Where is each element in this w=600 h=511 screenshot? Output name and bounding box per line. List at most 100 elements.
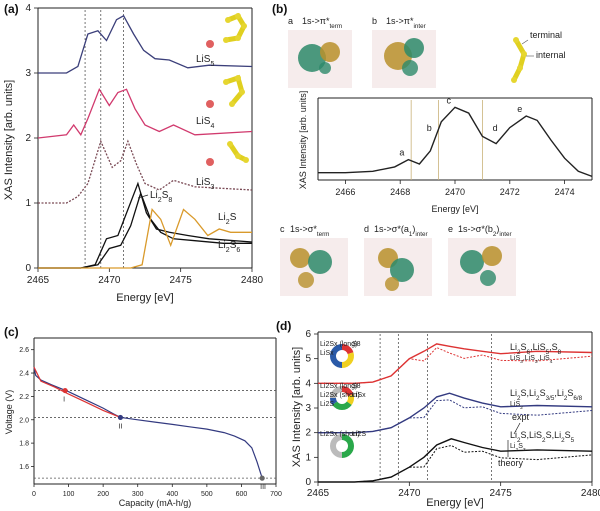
annotation-expt: expt [512, 412, 530, 422]
a-ytick-label: 1 [25, 198, 31, 209]
b-spectrum [318, 106, 593, 178]
a-series-LiS3 [38, 139, 253, 204]
d-donut-1-slice [332, 401, 352, 410]
b-peak-d: d [493, 123, 498, 133]
c-xtick-label: 300 [132, 491, 144, 498]
d-donut-1-label: LiSx [352, 392, 366, 399]
a-ytick-label: 3 [25, 68, 31, 79]
b-xtick-label: 2468 [390, 187, 410, 197]
c-ytick-label: 2.4 [19, 371, 29, 378]
d-ytick-label: 5 [305, 354, 311, 365]
orbital-image-d [364, 238, 432, 296]
d-donut-1-label: Li2S [320, 401, 334, 408]
orbital-image-c [280, 238, 348, 296]
d-donut-0-slice [342, 352, 355, 368]
c-xtick-label: 200 [97, 491, 109, 498]
a-ytick-label: 2 [25, 133, 31, 144]
d-ytick-label: 1 [305, 452, 311, 463]
d-donut-2-label: Li2S [352, 431, 366, 438]
d-xtick-label: 2470 [398, 488, 421, 499]
b-peak-a: a [399, 148, 404, 158]
b-peak-c: c [447, 95, 452, 105]
panel-a-y-label: XAS Intensity [arb. units] [3, 80, 15, 200]
orbital-image-a [288, 30, 352, 88]
a-ytick-label: 0 [25, 263, 31, 274]
d-legend-main-1: Li2S,Li2S3/5,Li2S6/8 [510, 388, 583, 402]
a-label-LiS5: LiS5 [196, 54, 214, 68]
d-donut-0-label: LiSx [320, 350, 334, 357]
c-marker-label-II: II [118, 423, 122, 430]
b-transition-d: 1s->σ*(a1)inter [374, 224, 428, 238]
c-ytick-label: 1.8 [19, 441, 29, 448]
panel-b-label: (b) [272, 2, 287, 16]
d-donut-0-label: Li2Sx (long) [320, 341, 357, 348]
panel-b-y-label: XAS Intensity [arb. units] [298, 91, 308, 190]
b-xtick-label: 2474 [555, 187, 575, 197]
b-xtick-label: 2472 [500, 187, 520, 197]
b-transition-letter-e: e [448, 224, 453, 234]
d-legend-main-2: Li2S,LiS2S,Li2S5 [510, 430, 575, 444]
d-legend-main-0: Li2S6,LiS5,S8 [510, 342, 562, 356]
c-marker-label-I: I [63, 397, 65, 404]
d-ytick-label: 0 [305, 477, 311, 488]
b-transition-letter-c: c [280, 224, 285, 234]
c-xtick-label: 100 [63, 491, 75, 498]
a-series-Li2S [38, 208, 252, 269]
d-legend-sub-0: LiS3,LiS3,LiS4 [510, 355, 553, 365]
c-voltage-curve-1 [33, 366, 121, 418]
a-li2s8-pointer [137, 194, 149, 199]
d-ytick-label: 3 [305, 403, 311, 414]
b-peak-b: b [427, 123, 432, 133]
panel-d-y-label: XAS Intensity [arb. units] [291, 347, 303, 467]
d-ytick-label: 4 [305, 378, 311, 389]
c-xtick-label: 400 [166, 491, 178, 498]
a-xtick-label: 2475 [170, 275, 193, 286]
b-transition-letter-d: d [364, 224, 369, 234]
d-donut-2-slice [330, 434, 342, 458]
c-xtick-label: 0 [32, 491, 36, 498]
a-series-LiS5 [38, 14, 253, 74]
a-label-LiS3: LiS3 [196, 177, 214, 191]
d-legend-sub-2: Li2S3 [510, 443, 526, 453]
d-donut-1-label: Li2Sx (long) [320, 383, 357, 390]
c-ytick-label: 2.6 [19, 347, 29, 354]
lis5-molecule-icon [206, 12, 247, 48]
panel-c-x-label: Capacity (mA-h/g) [119, 498, 192, 508]
panel-d-label: (d) [276, 319, 291, 333]
d-donut-2-slice [342, 434, 354, 458]
panel-d: 24652470247524800123456 Li2S6,LiS5,S8LiS… [291, 329, 600, 509]
panel-c-y-label: Voltage (V) [4, 390, 14, 435]
a-label-LiS4: LiS4 [196, 116, 214, 130]
d-theory-curve-1 [318, 399, 593, 434]
panel-d-x-label: Energy [eV] [426, 497, 483, 509]
d-donut-1-slice [330, 386, 342, 398]
b-transition-b: 1s->π*inter [386, 16, 426, 30]
d-donut-0-label: S8 [352, 341, 361, 348]
c-marker-label-III: III [260, 484, 266, 491]
c-voltage-curve-0 [33, 367, 263, 479]
a-label-Li2S6: Li2S6 [218, 240, 240, 254]
d-theory-curve-0 [318, 347, 593, 384]
d-donut-0-slice [342, 344, 354, 355]
c-marker-II [117, 414, 124, 421]
d-donut-1-slice [330, 398, 338, 406]
c-marker-I [62, 387, 68, 394]
a-label-Li2S: Li2S [218, 212, 237, 226]
panel-a-label: (a) [4, 2, 19, 16]
b-peak-e: e [517, 104, 522, 114]
panel-a-x-label: Energy [eV] [116, 292, 173, 304]
a-xtick-label: 2470 [98, 275, 121, 286]
d-xtick-label: 2475 [490, 488, 513, 499]
a-ytick-label: 4 [25, 3, 31, 14]
annotation-theory: theory [498, 458, 524, 468]
c-xtick-label: 500 [201, 491, 213, 498]
lis4-molecule-icon [206, 74, 245, 108]
d-donut-1-slice [346, 394, 355, 406]
a-xtick-label: 2465 [27, 275, 50, 286]
d-xtick-label: 2480 [581, 488, 600, 499]
d-donut-0-slice [330, 344, 342, 368]
d-legend-sub-1: LiS2 [510, 401, 523, 411]
panel-a: 2465 2470 2475 2480 0 1 2 3 4 LiS5 LiS4 LiS3 Li2S8 L… [3, 3, 264, 304]
panel-b: terminal internal a 1s->π*term b 1s->π*inte… [280, 16, 593, 296]
d-donut-1-label: S8 [352, 383, 361, 390]
